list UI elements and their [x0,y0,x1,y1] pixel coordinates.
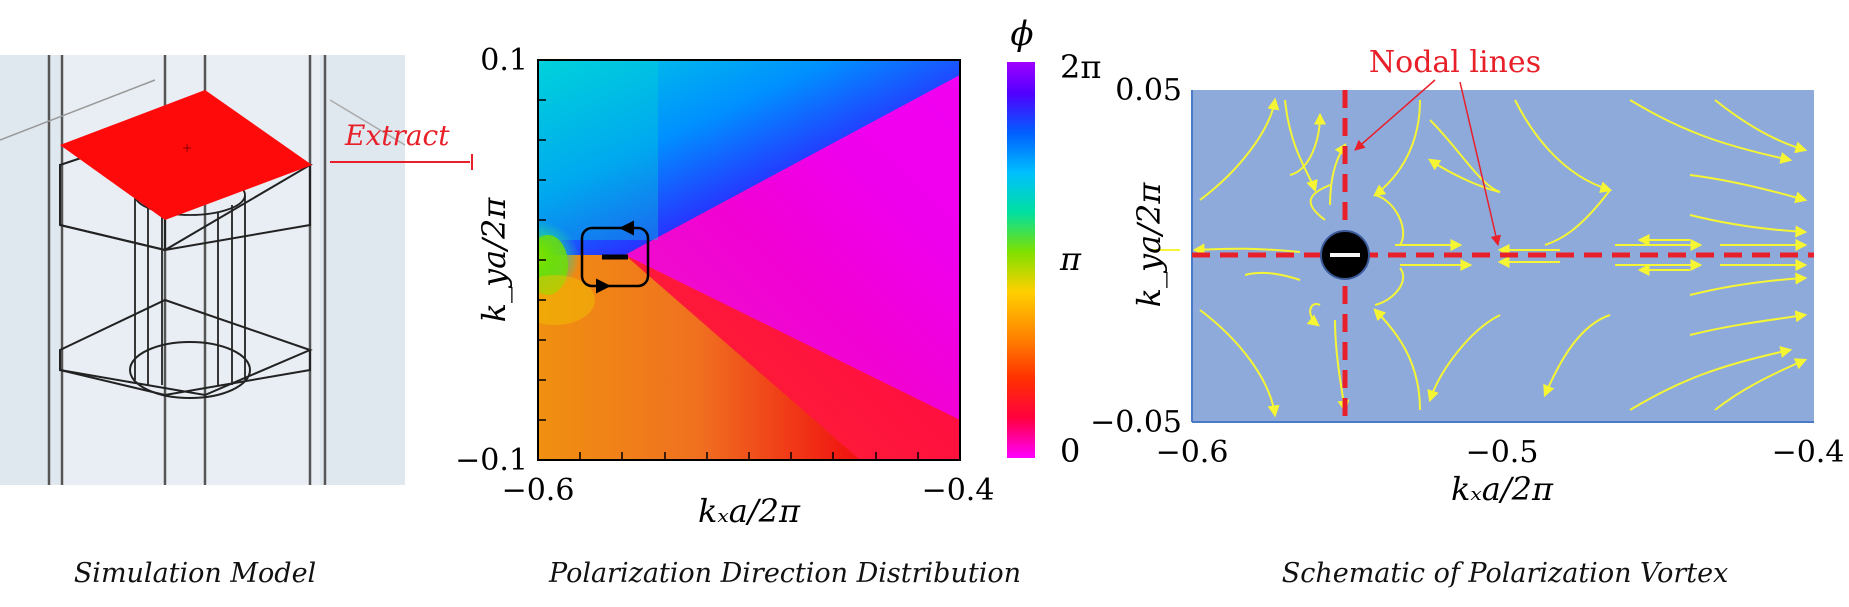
c-y-bottom-label: −0.05 [1090,405,1182,440]
annotation-arrow-1 [1354,79,1436,151]
extraction-plane [60,90,312,220]
phase-map [538,60,960,460]
simulation-model-caption: Simulation Model [74,558,316,589]
vortex-highlight-box [580,226,650,288]
colorbar-mid-label: π [1059,240,1082,278]
cylinder-outline [134,174,246,385]
svg-text:+: + [182,141,192,155]
polarization-direction-caption: Polarization Direction Distribution [548,558,1021,589]
colorbar-bottom-label: 0 [1060,432,1080,470]
y-bottom-label: −0.1 [455,443,528,478]
colorbar-top-label: 2π [1060,48,1101,86]
y-axis-label: k_ya/2π [475,197,513,323]
polarization-direction-panel: 0.1 −0.1 −0.6 −0.4 kₓa/2π k_ya/2π ϕ 2π π… [455,14,1101,589]
colorbar [1007,62,1035,458]
polarization-vortex-panel: Nodal lines 0.05 −0.05 −0.6 −0.5 −0.4 kₓ… [1090,45,1844,589]
c-x-tick-1: −0.6 [1156,435,1229,470]
c-y-top-label: 0.05 [1115,73,1182,108]
flow-lines [1150,97,1808,418]
c-x-tick-3: −0.4 [1772,435,1845,470]
x-left-label: −0.6 [502,473,575,508]
simulation-model-panel: + Extract Simulation Model [0,55,473,589]
polarization-vortex-caption: Schematic of Polarization Vortex [1282,558,1729,589]
x-right-label: −0.4 [922,473,995,508]
y-top-label: 0.1 [480,43,528,78]
nodal-lines-annotation: Nodal lines [1369,45,1541,80]
c-x-tick-2: −0.5 [1466,435,1539,470]
c-x-axis-label: kₓa/2π [1451,470,1554,508]
extract-label: Extract [344,119,450,152]
colorbar-title: ϕ [1010,14,1033,54]
phase-map-ticks [538,99,919,460]
annotation-arrow-2 [1459,81,1501,247]
c-y-axis-label: k_ya/2π [1130,182,1168,308]
lower-slab-outline [59,298,313,399]
x-axis-label: kₓa/2π [698,492,801,530]
